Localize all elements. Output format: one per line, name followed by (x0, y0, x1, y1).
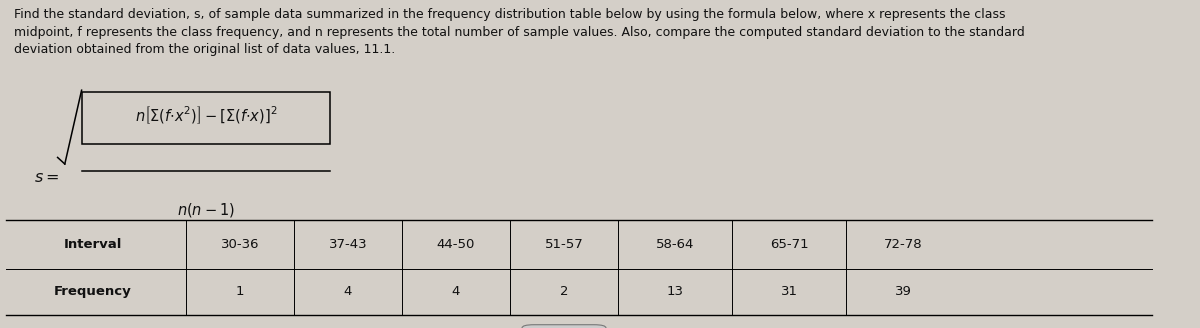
Text: 58-64: 58-64 (656, 238, 694, 251)
Text: 72-78: 72-78 (883, 238, 923, 251)
Text: $n(n-1)$: $n(n-1)$ (176, 201, 235, 219)
Text: $n\left[\Sigma(f{\cdot}x^2)\right]-\left[\Sigma(f{\cdot}x)\right]^2$: $n\left[\Sigma(f{\cdot}x^2)\right]-\left… (134, 104, 277, 126)
Text: 4: 4 (344, 285, 352, 298)
Text: 1: 1 (235, 285, 245, 298)
Text: Find the standard deviation, s, of sample data summarized in the frequency distr: Find the standard deviation, s, of sampl… (14, 8, 1025, 56)
Text: Frequency: Frequency (54, 285, 132, 298)
Text: 30-36: 30-36 (221, 238, 259, 251)
Text: 44-50: 44-50 (437, 238, 475, 251)
Text: 4: 4 (452, 285, 460, 298)
Text: 39: 39 (894, 285, 912, 298)
Text: 2: 2 (559, 285, 569, 298)
Text: 31: 31 (780, 285, 798, 298)
Text: 13: 13 (666, 285, 684, 298)
Text: 65-71: 65-71 (769, 238, 809, 251)
Text: Interval: Interval (64, 238, 122, 251)
Text: 37-43: 37-43 (329, 238, 367, 251)
Text: $s=$: $s=$ (34, 170, 59, 185)
FancyBboxPatch shape (522, 325, 606, 328)
Text: 51-57: 51-57 (545, 238, 583, 251)
